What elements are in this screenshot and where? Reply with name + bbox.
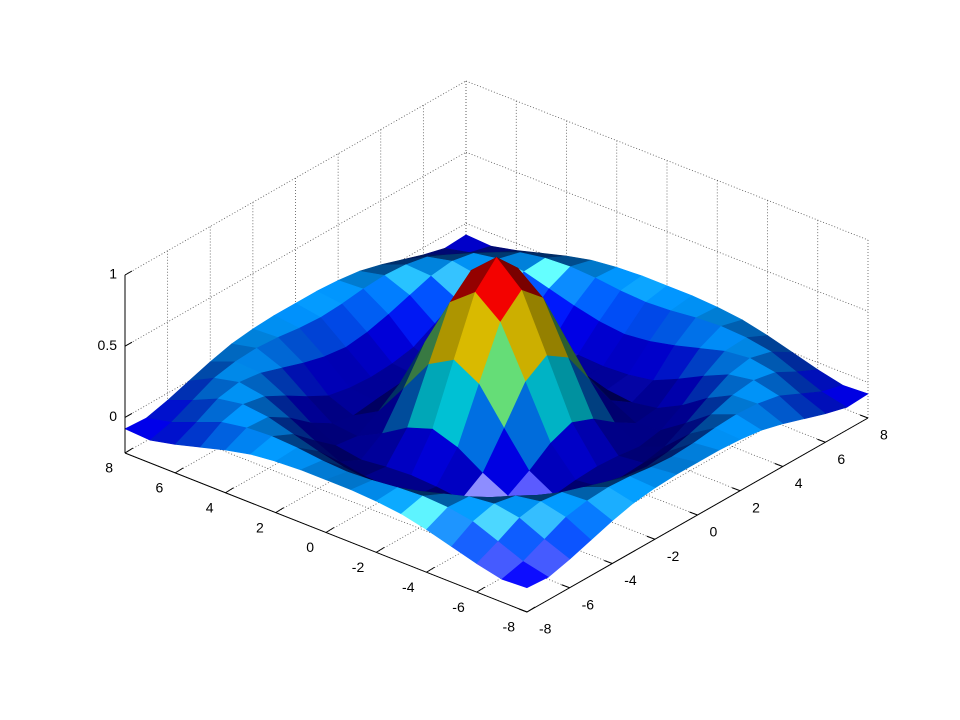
y-tick-label: -6 [452,599,465,615]
x-tick-label: 8 [880,427,888,443]
tick-mark [774,463,783,467]
z-tick-label: 0.5 [98,337,118,353]
surface-patch [501,561,549,589]
tick-mark [817,438,826,443]
y-tick-label: -2 [352,559,365,575]
tick-mark [375,546,385,553]
tick-mark [731,487,741,492]
tick-mark [476,586,486,593]
y-tick-label: 8 [105,460,113,476]
tick-mark [124,447,134,454]
grid-line [465,151,869,312]
x-tick-label: 4 [795,475,803,491]
tick-mark [174,467,184,474]
y-tick-label: 0 [306,539,314,555]
tick-mark [275,507,285,514]
x-tick-label: -2 [667,548,680,564]
tick-mark [561,584,570,589]
x-tick-label: 6 [837,451,845,467]
y-tick-label: -8 [503,619,516,635]
x-tick-label: 0 [710,524,718,540]
x-tick-label: -4 [624,572,637,588]
tick-mark [225,487,234,494]
tick-mark [124,270,133,276]
tick-mark [646,535,656,540]
tick-mark [859,414,869,419]
tick-mark [325,527,335,533]
tick-mark [124,341,133,347]
grid-line [465,80,869,241]
y-tick-label: -4 [402,579,415,595]
y-tick-label: 6 [155,480,163,496]
y-tick-label: 4 [206,499,214,515]
tick-mark [604,560,613,564]
tick-mark [526,606,536,613]
z-tick-label: 0 [109,408,117,424]
tick-mark [689,511,698,516]
z-tick-label: 1 [109,266,117,282]
tick-mark [518,608,528,613]
x-tick-label: 2 [752,499,760,515]
y-tick-label: 2 [256,519,264,535]
tick-mark [426,566,435,573]
x-tick-label: -6 [582,596,595,612]
x-tick-label: -8 [539,621,552,637]
tick-mark [124,412,133,418]
